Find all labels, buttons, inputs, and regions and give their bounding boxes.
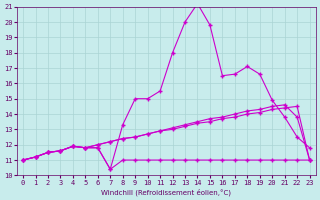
X-axis label: Windchill (Refroidissement éolien,°C): Windchill (Refroidissement éolien,°C) (101, 188, 231, 196)
